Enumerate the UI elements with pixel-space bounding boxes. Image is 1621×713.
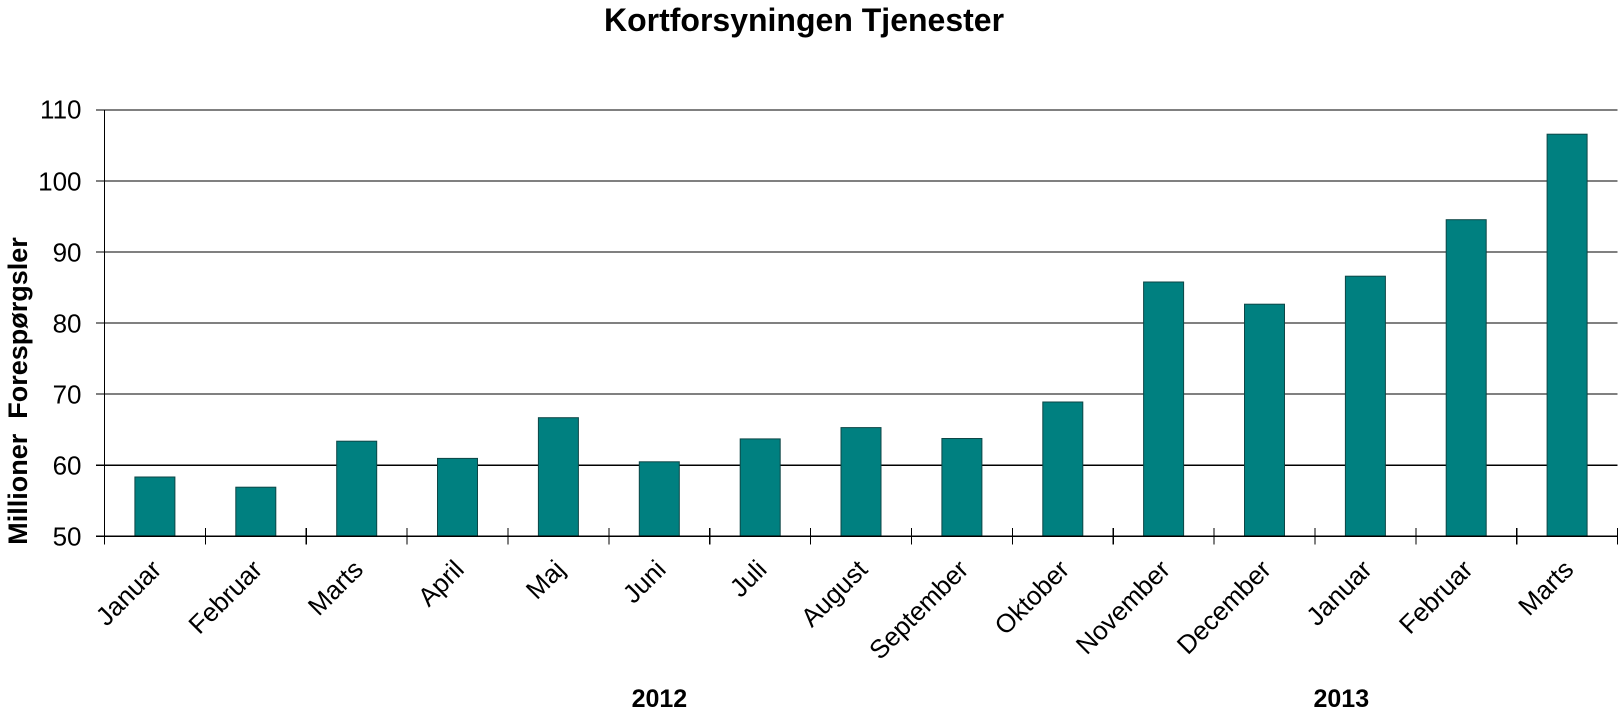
svg-text:60: 60 xyxy=(53,451,82,481)
svg-text:110: 110 xyxy=(40,95,81,125)
svg-text:Kortforsyningen Tjenester: Kortforsyningen Tjenester xyxy=(604,2,1004,38)
svg-text:100: 100 xyxy=(38,166,81,196)
svg-text:Millioner Forespørgsler: Millioner Forespørgsler xyxy=(3,237,33,545)
svg-text:80: 80 xyxy=(53,308,82,338)
svg-text:70: 70 xyxy=(53,379,82,409)
svg-text:2013: 2013 xyxy=(1313,685,1369,713)
svg-text:2012: 2012 xyxy=(632,685,688,713)
svg-text:50: 50 xyxy=(53,522,82,552)
svg-text:90: 90 xyxy=(53,237,82,267)
